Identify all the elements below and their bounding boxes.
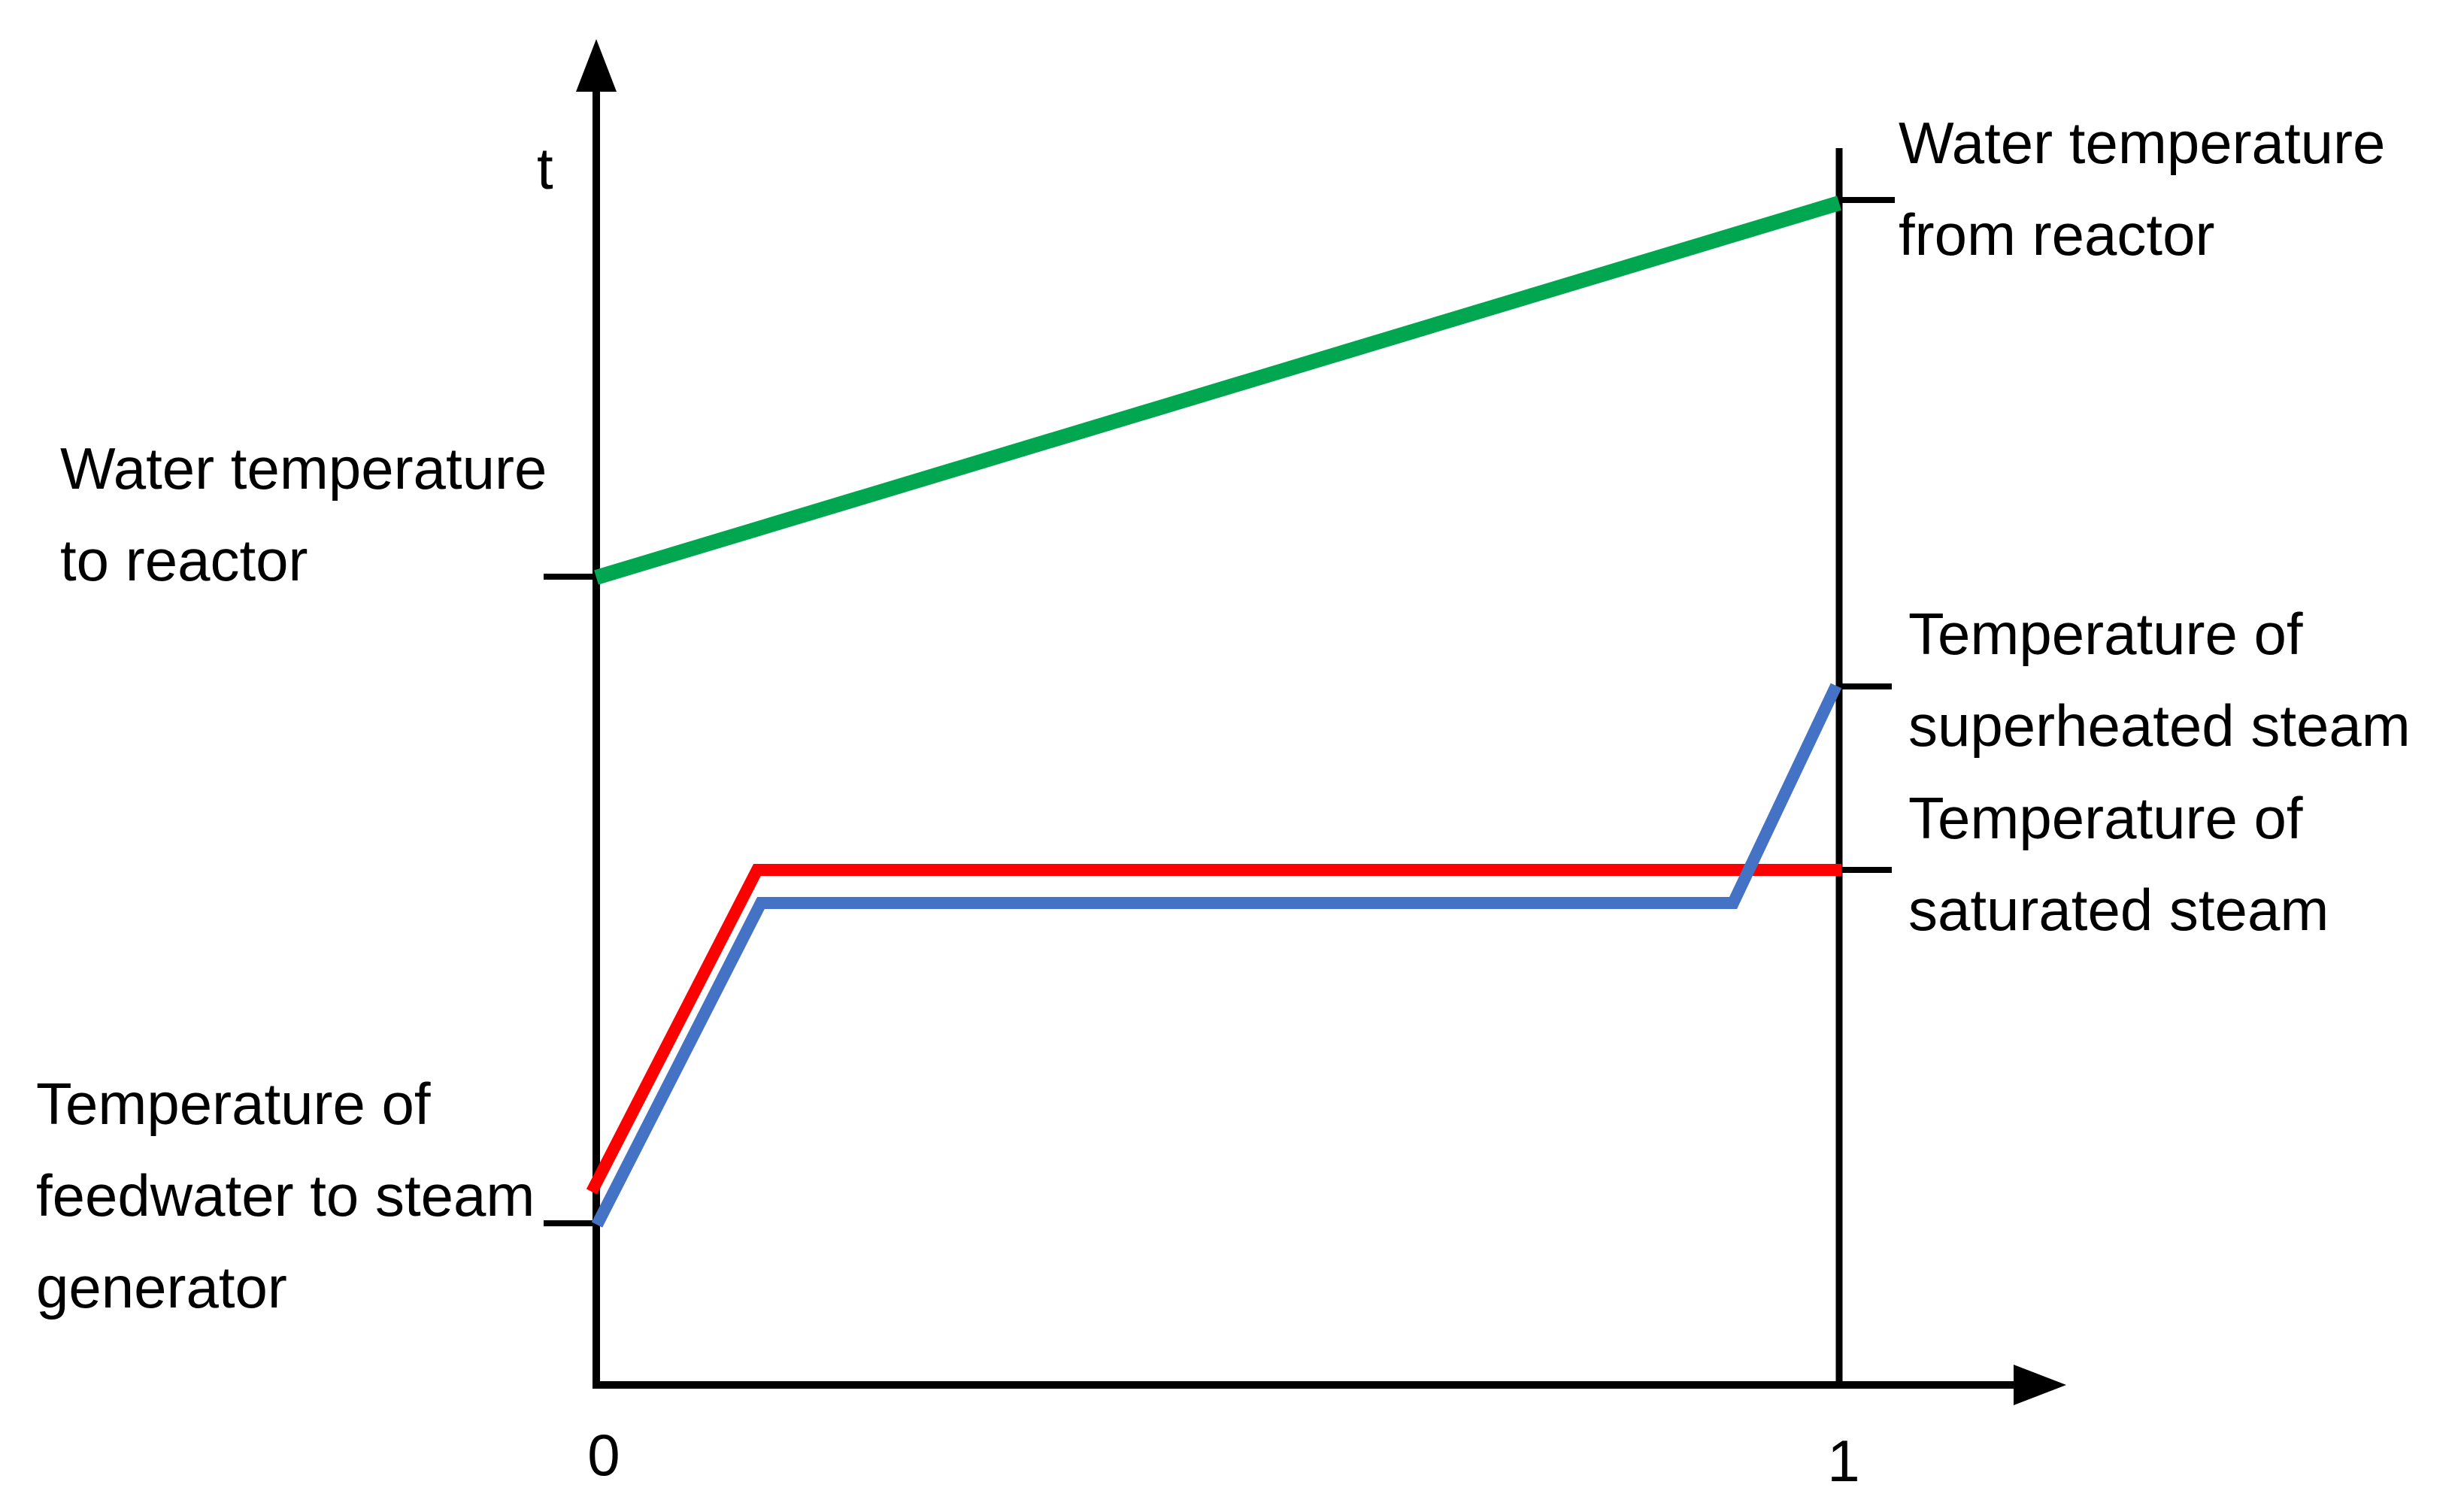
y-axis-arrowhead <box>576 39 617 92</box>
label-water-temperature-to-reactor: Water temperature to reactor <box>60 435 547 593</box>
label-temperature-of-superheated-steam: Temperature of superheated steam <box>1908 601 2411 759</box>
y-axis-label: t <box>537 135 553 201</box>
x-axis-arrowhead <box>2014 1365 2066 1405</box>
label-water-temperature-from-reactor: Water temperature from reactor <box>1899 110 2386 268</box>
series-feedwater-steam <box>591 683 1842 1228</box>
x-tick-label-1: 1 <box>1827 1428 1860 1494</box>
x-tick-label-0: 0 <box>587 1422 620 1488</box>
series-saturated-steam <box>586 864 1841 1195</box>
series-water-temperature <box>594 195 1841 585</box>
label-temperature-of-feedwater: Temperature of feedwater to steam genera… <box>36 1071 535 1320</box>
label-temperature-of-saturated-steam: Temperature of saturated steam <box>1908 785 2329 943</box>
